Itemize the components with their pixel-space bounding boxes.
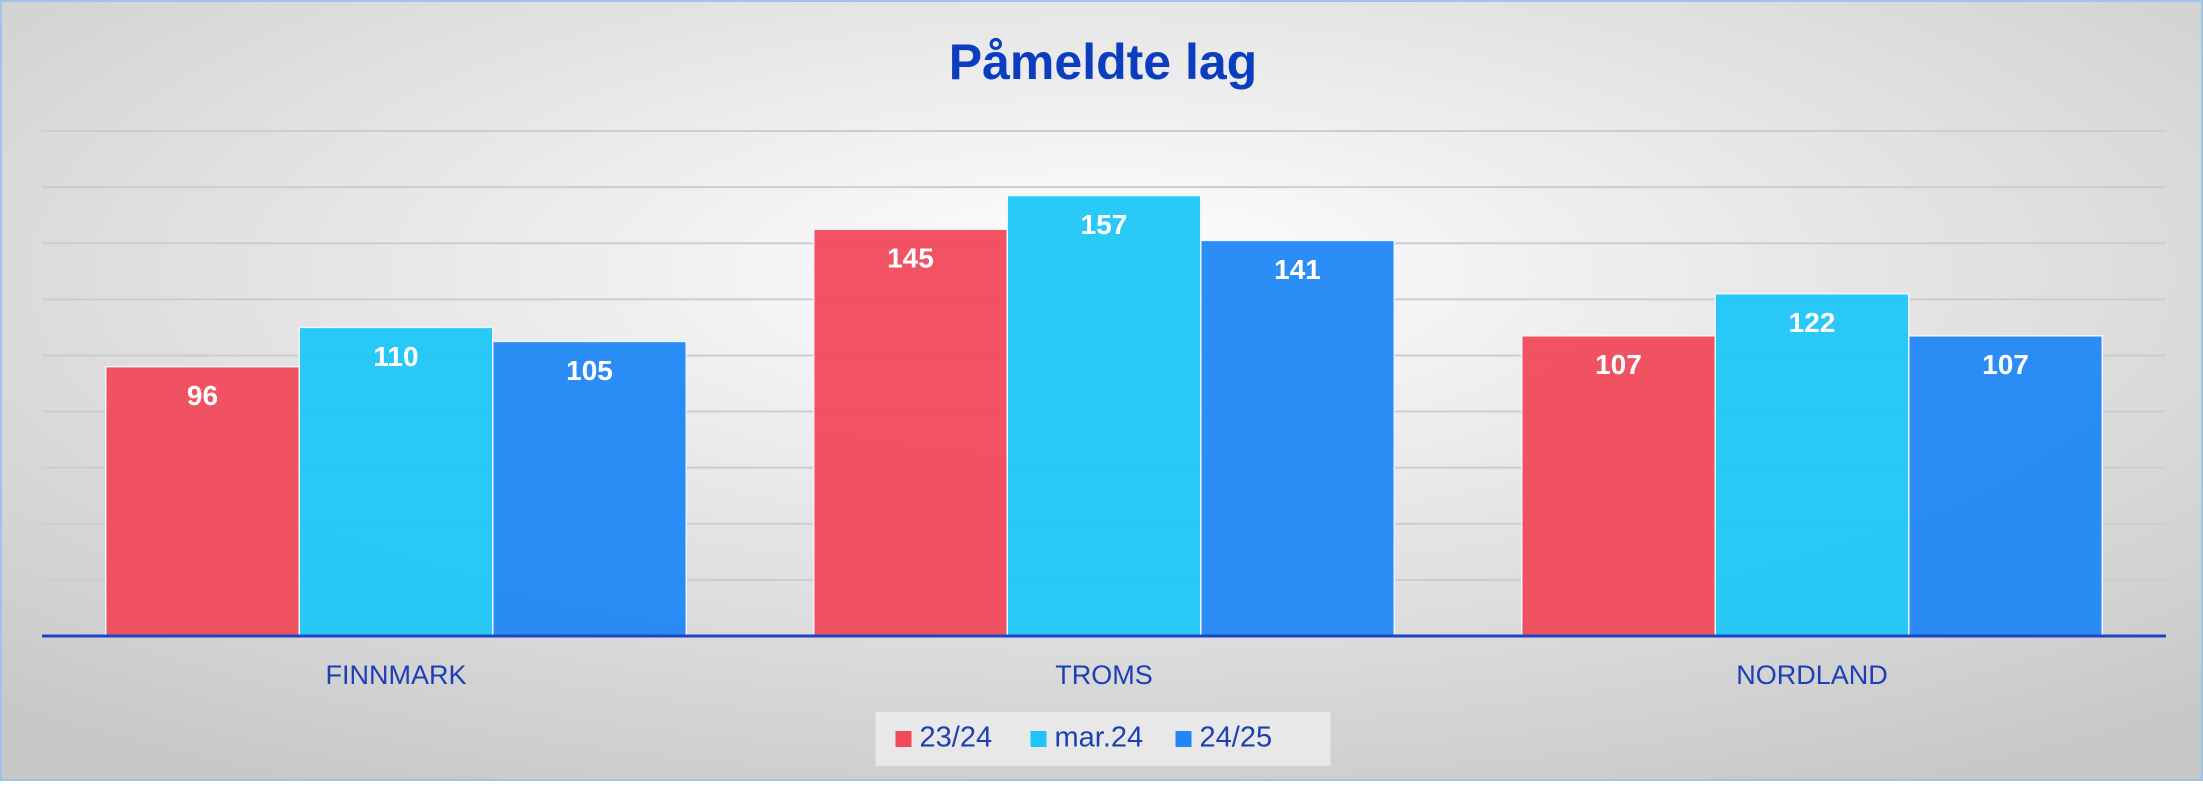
bar bbox=[1006, 194, 1202, 637]
legend-swatch bbox=[1175, 731, 1192, 747]
bar bbox=[104, 365, 300, 637]
data-label: 107 bbox=[1595, 349, 1642, 380]
bar bbox=[1908, 335, 2104, 637]
bar bbox=[812, 228, 1008, 637]
data-label: 122 bbox=[1789, 307, 1836, 338]
bar bbox=[298, 326, 494, 637]
legend-label: 23/24 bbox=[920, 722, 993, 754]
chart-title: Påmeldte lag bbox=[949, 34, 1257, 90]
data-label: 141 bbox=[1274, 254, 1321, 285]
legend-swatch bbox=[895, 731, 912, 747]
legend-label: 24/25 bbox=[1200, 722, 1273, 754]
data-label: 157 bbox=[1081, 209, 1128, 240]
data-label: 145 bbox=[887, 243, 934, 274]
bar bbox=[1520, 335, 1716, 637]
data-label: 107 bbox=[1982, 349, 2029, 380]
data-label: 110 bbox=[373, 341, 418, 372]
legend-swatch bbox=[1030, 731, 1047, 747]
legend-box bbox=[875, 712, 1331, 766]
x-tick-label: FINNMARK bbox=[326, 660, 467, 690]
legend-label: mar.24 bbox=[1055, 722, 1144, 754]
bar bbox=[1714, 292, 1910, 637]
bar bbox=[1200, 239, 1396, 637]
x-tick-label: TROMS bbox=[1055, 660, 1153, 690]
data-label: 105 bbox=[566, 355, 613, 386]
data-label: 96 bbox=[187, 380, 218, 411]
x-tick-label: NORDLAND bbox=[1736, 660, 1888, 690]
